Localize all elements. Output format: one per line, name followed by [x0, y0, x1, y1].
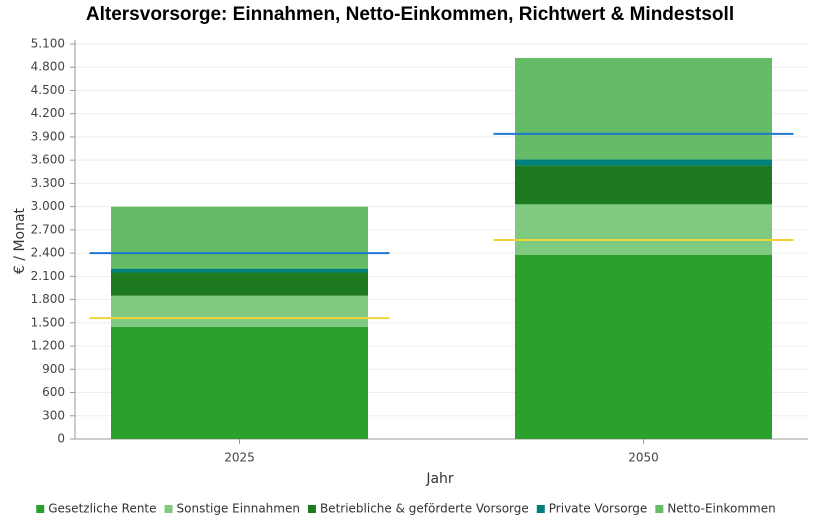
y-tick-label: 1.200 — [31, 339, 65, 353]
y-axis-title: € / Monat — [12, 207, 28, 274]
y-tick-label: 1.800 — [31, 292, 65, 306]
y-tick-label: 300 — [42, 408, 65, 422]
bar-segment — [515, 165, 772, 205]
bar-segment — [111, 206, 368, 269]
legend-label: Sonstige Einnahmen — [177, 502, 300, 516]
y-tick-label: 2.700 — [31, 222, 65, 236]
legend-swatch — [164, 505, 173, 513]
bar-segment — [515, 254, 772, 439]
y-tick-label: 600 — [42, 385, 65, 399]
y-tick-label: 5.100 — [31, 37, 65, 51]
y-tick-label: 2.100 — [31, 269, 65, 283]
bar-segment — [515, 159, 772, 166]
legend-swatch — [536, 505, 545, 513]
bar-segment — [111, 268, 368, 273]
y-tick-label: 1.500 — [31, 315, 65, 329]
bar-segment — [515, 204, 772, 255]
y-tick-label: 4.800 — [31, 60, 65, 74]
y-tick-label: 4.200 — [31, 106, 65, 120]
x-tick-label: 2025 — [224, 451, 255, 465]
legend-label: Gesetzliche Rente — [48, 502, 156, 516]
legend-label: Private Vorsorge — [549, 502, 648, 516]
legend-label: Betriebliche & geförderte Vorsorge — [320, 502, 529, 516]
bar-segment — [111, 295, 368, 327]
legend-label: Netto-Einkommen — [667, 502, 775, 516]
y-tick-label: 3.000 — [31, 199, 65, 213]
y-tick-label: 2.400 — [31, 246, 65, 260]
y-tick-label: 4.500 — [31, 83, 65, 97]
legend-swatch — [307, 505, 316, 513]
legend-swatch — [655, 505, 664, 513]
y-tick-label: 3.600 — [31, 153, 65, 167]
bar-segment — [515, 57, 772, 160]
x-axis-title: Jahr — [425, 471, 454, 487]
x-tick-label: 2050 — [628, 451, 659, 465]
y-tick-label: 0 — [57, 432, 65, 446]
bar-segment — [111, 272, 368, 296]
bar-segment — [111, 326, 368, 439]
y-tick-label: 3.300 — [31, 176, 65, 190]
y-tick-label: 900 — [42, 362, 65, 376]
legend-swatch — [36, 505, 45, 513]
chart-title: Altersvorsorge: Einnahmen, Netto-Einkomm… — [86, 4, 734, 25]
y-tick-label: 3.900 — [31, 129, 65, 143]
